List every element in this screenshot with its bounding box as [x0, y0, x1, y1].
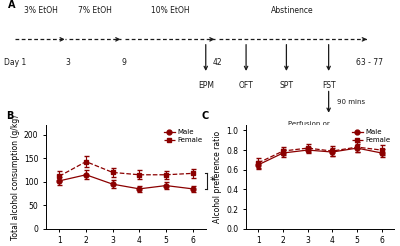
Text: Abstinence: Abstinence — [271, 6, 314, 15]
Text: B: B — [6, 111, 13, 121]
Legend: Male, Female: Male, Female — [352, 129, 390, 143]
Text: FST: FST — [322, 81, 336, 90]
Text: *: * — [210, 176, 215, 186]
Legend: Male, Female: Male, Female — [164, 129, 202, 143]
Y-axis label: Alcohol preference ratio: Alcohol preference ratio — [213, 131, 222, 223]
Text: 90 mins: 90 mins — [337, 99, 365, 105]
Text: 63 - 77: 63 - 77 — [356, 58, 383, 67]
Text: 9: 9 — [122, 58, 126, 67]
Text: 7% EtOH: 7% EtOH — [78, 6, 112, 15]
Text: 3% EtOH: 3% EtOH — [24, 6, 58, 15]
Text: Perfusion or
Electrophysiology: Perfusion or Electrophysiology — [288, 121, 350, 135]
Y-axis label: Total alcohol consumption (g/kg): Total alcohol consumption (g/kg) — [11, 114, 20, 240]
Text: 3: 3 — [65, 58, 70, 67]
Text: 42: 42 — [212, 58, 222, 67]
Text: EPM: EPM — [198, 81, 214, 90]
Text: C: C — [202, 111, 209, 121]
Text: 10% EtOH: 10% EtOH — [151, 6, 189, 15]
Text: SPT: SPT — [280, 81, 294, 90]
Text: Day 1: Day 1 — [4, 58, 26, 67]
Text: A: A — [8, 0, 16, 10]
Text: OFT: OFT — [239, 81, 254, 90]
